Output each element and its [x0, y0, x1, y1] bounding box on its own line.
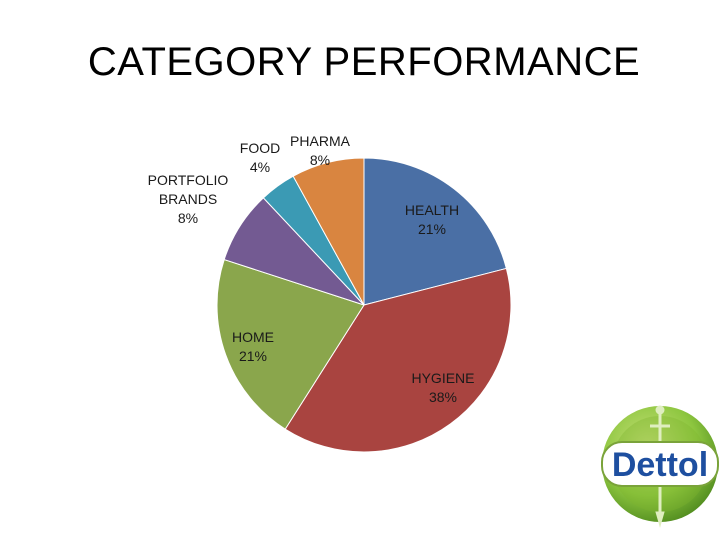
pie-slice-home	[216, 258, 365, 430]
slide-title: CATEGORY PERFORMANCE	[87, 40, 641, 84]
pie-label-portfolio-brands: PORTFOLIO BRANDS 8%	[148, 172, 229, 226]
pie-labels: HEALTH 21% HYGIENE 38% HOME 21% PORTFOLIO BRAND…	[148, 133, 475, 405]
pie-slice-health	[363, 157, 507, 306]
logo-wordmark: Dettol	[612, 446, 708, 484]
pie-label-food: FOOD 4%	[240, 140, 280, 175]
pie-label-health: HEALTH 21%	[405, 202, 459, 237]
pie-slice-hygiene	[284, 267, 512, 453]
pie-label-pharma: PHARMA 8%	[290, 133, 351, 168]
pie-label-home: HOME 21%	[232, 329, 274, 364]
pie-slices	[216, 157, 512, 453]
pie-slice-pharma	[292, 157, 365, 306]
dettol-logo: Dettol	[598, 396, 722, 537]
pie-label-hygiene: HYGIENE 38%	[411, 370, 474, 405]
